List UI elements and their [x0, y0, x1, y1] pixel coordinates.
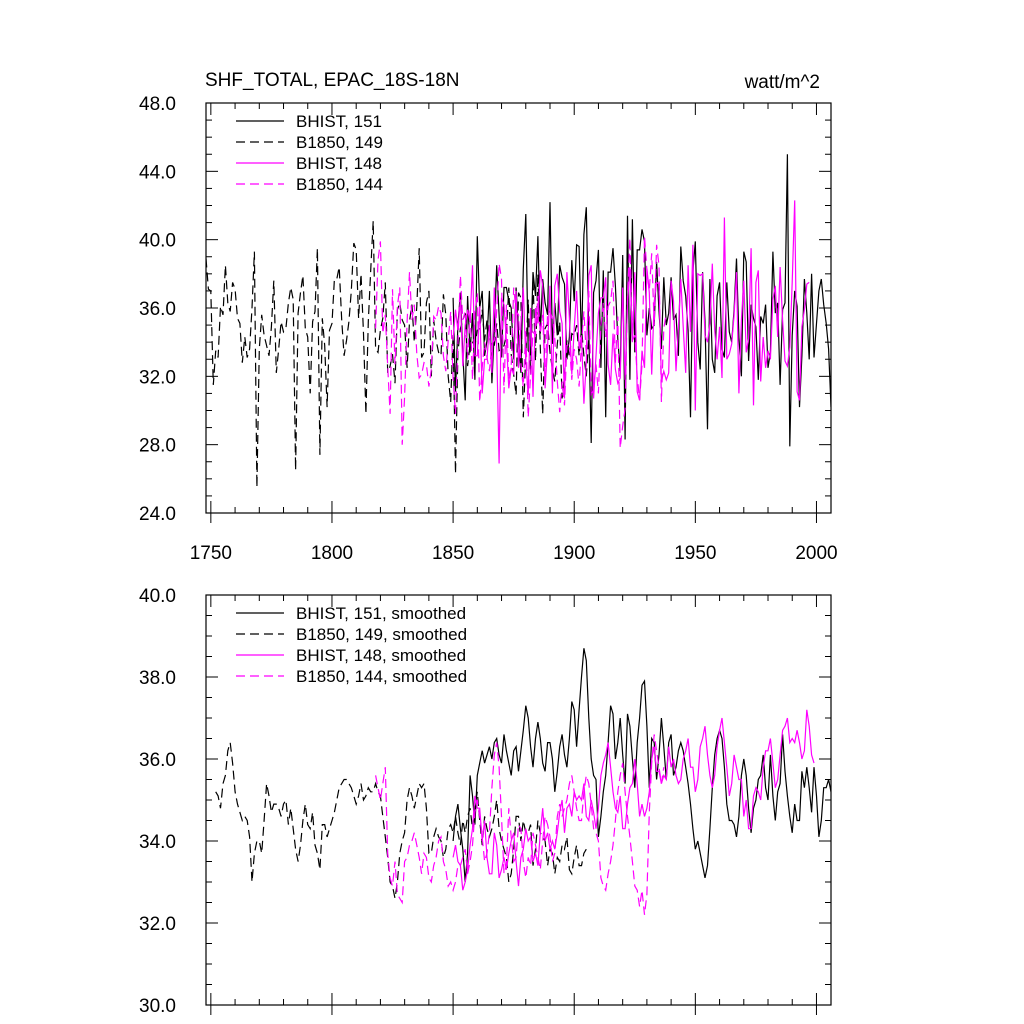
x-tick-label: 1900	[553, 543, 595, 564]
y-tick-label: 30.0	[139, 996, 176, 1017]
legend-label: BHIST, 148, smoothed	[296, 646, 466, 665]
legend-label: BHIST, 148	[296, 154, 382, 173]
y-tick-label: 36.0	[139, 299, 176, 320]
x-tick-label: 1800	[311, 543, 353, 564]
x-tick-label: 1850	[432, 543, 474, 564]
x-tick-label: 1750	[190, 543, 232, 564]
series-line	[215, 742, 587, 899]
top-panel: SHF_TOTAL, EPAC_18S-18N watt/m^2 24.0 28.…	[139, 70, 838, 564]
units-label: watt/m^2	[744, 72, 820, 93]
y-tick-label: 44.0	[139, 162, 176, 183]
y-tick-label: 28.0	[139, 436, 176, 457]
y-tick-label: 24.0	[139, 504, 176, 525]
y-tick-label: 34.0	[139, 832, 176, 853]
legend-label: B1850, 144, smoothed	[296, 667, 467, 686]
series-line	[375, 236, 667, 449]
series-line	[452, 648, 831, 883]
chart-title: SHF_TOTAL, EPAC_18S-18N	[205, 70, 460, 91]
series-line	[375, 734, 665, 915]
y-tick-label: 38.0	[139, 668, 176, 689]
y-tick-label: 48.0	[139, 94, 176, 115]
series-group	[215, 648, 831, 915]
x-tick-label: 2000	[795, 543, 837, 564]
y-tick-label: 32.0	[139, 367, 176, 388]
x-tick-label: 1950	[674, 543, 716, 564]
legend-label: BHIST, 151, smoothed	[296, 604, 466, 623]
y-tick-label: 36.0	[139, 750, 176, 771]
y-tick-label: 40.0	[139, 231, 176, 252]
legend-label: BHIST, 151	[296, 112, 382, 131]
legend-label: B1850, 144	[296, 175, 383, 194]
series-group	[206, 154, 831, 488]
y-tick-label: 40.0	[139, 586, 176, 607]
series-line	[452, 709, 815, 891]
legend-label: B1850, 149, smoothed	[296, 625, 467, 644]
bottom-panel: 30.0 32.0 34.0 36.0 38.0 40.0 BHIST, 151, smoo…	[139, 586, 832, 1017]
legend-label: B1850, 149	[296, 133, 383, 152]
y-tick-label: 32.0	[139, 914, 176, 935]
